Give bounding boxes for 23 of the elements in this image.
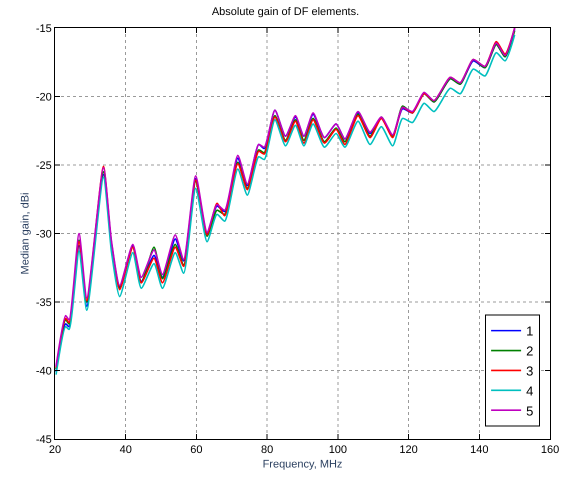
x-tick-label: 160	[540, 444, 560, 456]
x-tick-label: 80	[261, 444, 274, 456]
chart-title: Absolute gain of DF elements.	[212, 6, 360, 18]
y-tick-label: -15	[36, 22, 52, 35]
x-tick-label: 40	[120, 444, 132, 456]
x-tick-label: 120	[399, 444, 418, 456]
legend-label: 5	[526, 403, 534, 418]
x-axis-title: Frequency, MHz	[262, 458, 342, 470]
legend-label: 2	[526, 344, 534, 359]
y-tick-label: -25	[36, 160, 52, 172]
y-tick-label: -40	[36, 365, 52, 378]
y-tick-label: -20	[36, 91, 52, 104]
y-tick-label: -30	[36, 228, 52, 240]
legend-label: 1	[526, 324, 534, 339]
x-tick-label: 60	[190, 444, 203, 456]
x-tick-label: 100	[328, 444, 348, 456]
y-tick-label: -35	[36, 296, 52, 309]
y-axis-title: Median gain, dBi	[20, 192, 32, 274]
x-tick-label: 140	[470, 444, 488, 456]
y-tick-label: -45	[36, 434, 52, 446]
x-tick-label: 20	[48, 444, 62, 456]
legend-label: 3	[526, 363, 534, 378]
legend-label: 4	[526, 383, 534, 398]
